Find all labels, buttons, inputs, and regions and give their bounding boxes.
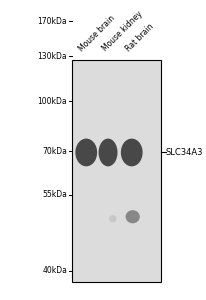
Ellipse shape [98,139,117,166]
Text: 40kDa: 40kDa [42,266,67,275]
Text: Mouse brain: Mouse brain [77,14,116,53]
Text: 130kDa: 130kDa [37,52,67,61]
Ellipse shape [120,139,142,166]
Text: 170kDa: 170kDa [37,16,67,26]
Ellipse shape [75,139,97,166]
Text: 70kDa: 70kDa [42,146,67,155]
Text: SLC34A3: SLC34A3 [165,148,202,157]
Text: 100kDa: 100kDa [37,97,67,106]
Text: 55kDa: 55kDa [42,190,67,199]
Ellipse shape [125,210,139,223]
Text: Rat brain: Rat brain [124,22,155,53]
Bar [72,60,160,283]
Ellipse shape [109,215,116,222]
Text: Mouse kidney: Mouse kidney [100,10,144,53]
